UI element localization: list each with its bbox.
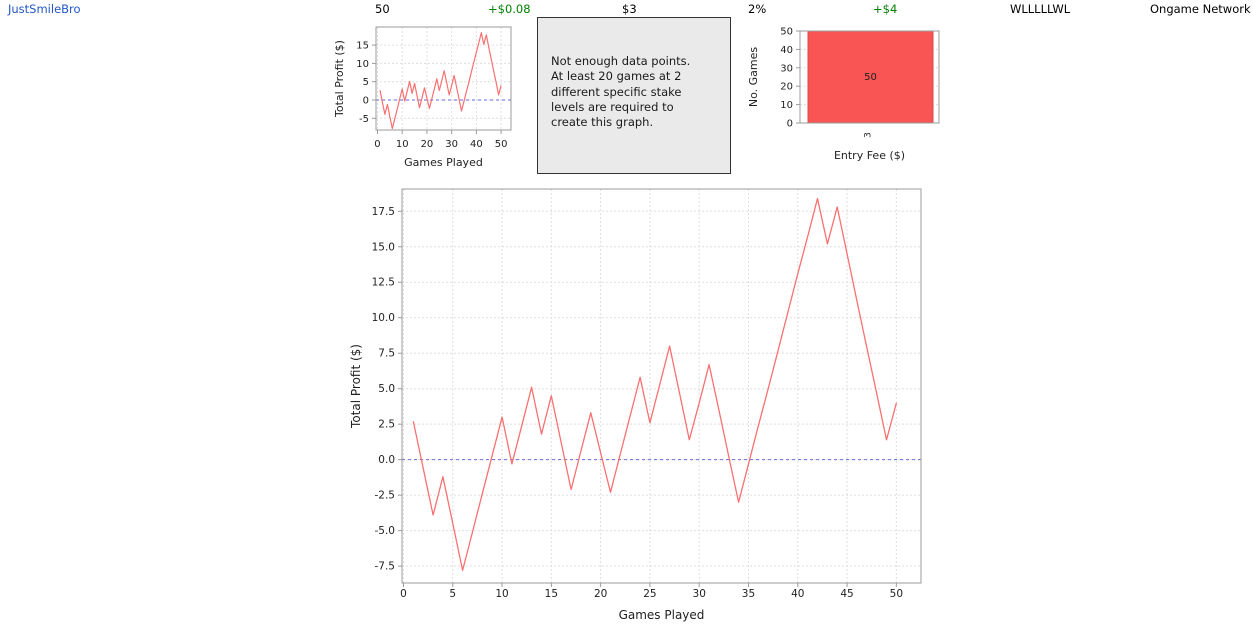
- y-tick-label: 50: [780, 27, 793, 38]
- x-tick-label: 25: [643, 588, 656, 600]
- total-profit-value: +$4: [873, 2, 898, 16]
- y-tick-label: 30: [780, 63, 793, 74]
- x-axis-title: Games Played: [619, 608, 705, 622]
- total-profit-line: [379, 32, 502, 130]
- y-tick-label: -5: [359, 114, 369, 125]
- x-tick-label: 40: [470, 139, 483, 150]
- plot-border: [375, 26, 512, 131]
- y-tick-label: 5.0: [378, 383, 395, 395]
- x-tick-label: 5: [449, 588, 456, 600]
- y-tick-label: 5: [363, 77, 369, 88]
- player-name-link[interactable]: JustSmileBro: [8, 2, 81, 16]
- y-tick-label: 40: [780, 45, 793, 56]
- category-tick-label: 3: [864, 132, 874, 138]
- y-axis-title: No. Games: [747, 47, 760, 108]
- x-tick-label: 10: [495, 588, 508, 600]
- x-tick-label: 50: [890, 588, 903, 600]
- y-tick-label: 2.5: [378, 419, 395, 431]
- y-tick-label: 10: [356, 59, 369, 70]
- x-tick-label: 0: [400, 588, 407, 600]
- y-tick-label: 12.5: [372, 277, 395, 289]
- x-tick-label: 10: [396, 139, 409, 150]
- average-stake-value: $3: [622, 2, 637, 16]
- x-tick-label: 35: [742, 588, 755, 600]
- games-count-value: 50: [375, 2, 390, 16]
- x-tick-label: 40: [791, 588, 804, 600]
- y-axis-title: Total Profit ($): [349, 344, 363, 429]
- x-axis-title: Games Played: [404, 156, 483, 169]
- y-tick-label: -7.5: [375, 561, 396, 573]
- y-tick-label: -2.5: [375, 490, 396, 502]
- message-line: levels are required to: [551, 99, 674, 114]
- y-tick-label: 7.5: [378, 348, 395, 360]
- y-tick-label: 0: [787, 119, 793, 130]
- main-total-profit-chart: -7.5 -5.0 -2.5 0.0 2.5 5.0 7.5 10.0 12.5 15.0 17.5…: [349, 188, 922, 622]
- y-tick-label: 17.5: [372, 206, 395, 218]
- x-tick-label: 20: [421, 139, 434, 150]
- plot-border: [401, 188, 922, 584]
- y-tick-label: 10: [780, 100, 793, 111]
- y-tick-label: 0: [363, 95, 369, 106]
- message-line: At least 20 games at 2: [551, 69, 682, 84]
- form-value: WLLLLLWL: [1010, 2, 1071, 16]
- average-profit-value: +$0.08: [488, 2, 531, 16]
- y-tick-label: 10.0: [372, 312, 395, 324]
- y-axis-title: Total Profit ($): [333, 40, 346, 118]
- y-tick-label: -5.0: [375, 525, 396, 537]
- x-tick-label: 15: [545, 588, 558, 600]
- message-line: create this graph.: [551, 115, 654, 130]
- x-tick-label: 50: [495, 139, 508, 150]
- x-tick-label: 45: [840, 588, 853, 600]
- message-line: different specific stake: [551, 84, 682, 99]
- average-roi-value: 2%: [748, 2, 767, 16]
- not-enough-data-message-box: Not enough data points. At least 20 game…: [537, 17, 731, 174]
- x-tick-label: 30: [445, 139, 458, 150]
- total-profit-line: [412, 197, 898, 572]
- y-tick-label: 15: [356, 41, 369, 52]
- x-axis-title: Entry Fee ($): [834, 149, 905, 162]
- message-line: Not enough data points.: [551, 54, 691, 68]
- y-tick-label: 15.0: [372, 241, 395, 253]
- x-tick-label: 30: [693, 588, 706, 600]
- x-tick-label: 0: [374, 139, 380, 150]
- network-value: Ongame Network: [1150, 2, 1251, 16]
- y-tick-label: 0.0: [378, 454, 395, 466]
- plot-area: [402, 189, 921, 583]
- y-tick-label: 20: [780, 82, 793, 93]
- plot-border: [799, 30, 940, 124]
- x-tick-label: 20: [594, 588, 607, 600]
- mini-total-profit-chart: -5 0 5 10 15 0 10 20 30 40 50 Games Played Total Pro…: [333, 26, 512, 169]
- bar-value-label: 50: [864, 72, 877, 83]
